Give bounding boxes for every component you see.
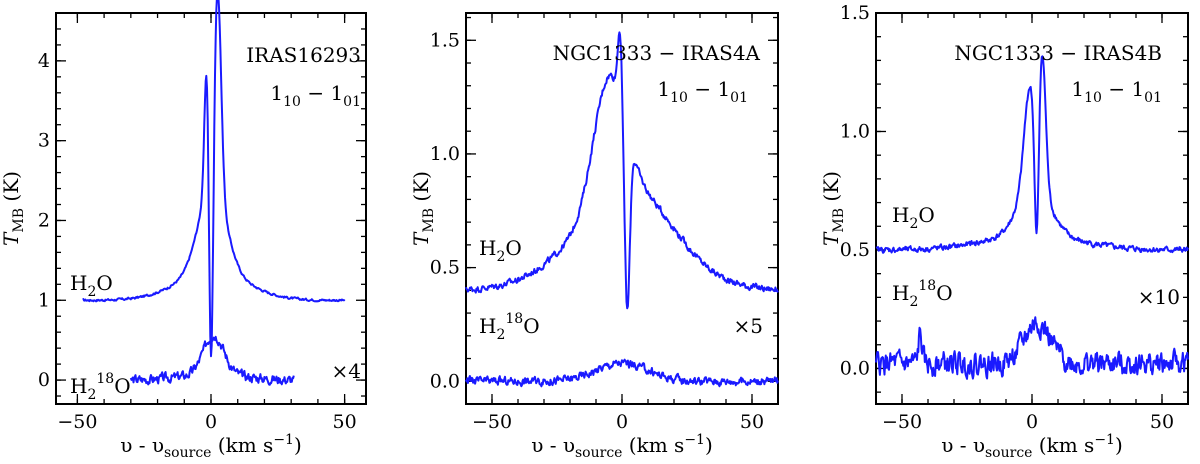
spectrum-line-h2o [465,31,779,310]
y-tick-label: 1.0 [840,120,870,142]
x-tick-label: 50 [333,411,357,433]
scale-factor-label: ×4 [332,359,361,383]
transition-label: 110 − 101 [270,81,361,110]
x-tick-label: 0 [205,411,217,433]
y-tick-label: 0.5 [840,239,870,261]
series-label-h2o: H2O [892,203,935,232]
spectrum-line-h218o [129,335,295,386]
y-tick-label: 1 [38,289,50,311]
x-tick-label: 50 [1150,411,1174,433]
y-tick-label: 4 [38,50,50,72]
spectrum-line-h218o [465,358,779,388]
y-axis-label: TMB (K) [409,171,437,246]
transition-label: 110 − 101 [657,77,748,106]
spectrum-line-h2o [82,0,346,358]
series-label-h218o: H218O [479,311,540,343]
chart-title: NGC1333 − IRAS4B [954,41,1162,65]
chart-title: NGC1333 − IRAS4A [553,41,761,65]
chart-panel-3: 0.0 0.5 1.0 1.5 −50 0 50 υ - υsource (km s−1) TM… [819,2,1189,461]
y-tick-label: 0 [38,369,50,391]
series-label-h2o: H2O [479,236,522,265]
x-axis-label: υ - υsource (km s−1) [120,432,302,461]
y-axis-label: TMB (K) [819,171,847,246]
series-label-h218o: H218O [70,371,131,403]
y-tick-label: 1.0 [430,143,460,165]
series-label-h218o: H218O [892,278,953,310]
y-axis-label: TMB (K) [0,171,27,246]
y-tick-label: 0.0 [430,370,460,392]
x-tick-label: 50 [740,411,764,433]
series-label-h2o: H2O [70,271,113,300]
y-tick-label: 1.5 [840,2,870,24]
x-tick-label: 0 [616,411,628,433]
spectrum-line-h218o [875,316,1189,380]
chart-panel-1: 0 1 2 3 4 −50 0 50 υ - υsource (km s−1) TMB (K) IR… [0,0,367,461]
scale-factor-label: ×5 [734,314,763,338]
y-tick-label: 0.5 [430,257,460,279]
x-tick-label: 0 [1026,411,1038,433]
y-tick-label: 0.0 [840,357,870,379]
y-tick-label: 2 [38,209,50,231]
x-axis-label: υ - υsource (km s−1) [941,432,1123,461]
y-tick-label: 1.5 [430,29,460,51]
x-tick-label: −50 [882,411,922,433]
chart-title: IRAS16293 [246,43,361,67]
x-tick-label: −50 [472,411,512,433]
chart-panel-2: 0.0 0.5 1.0 1.5 −50 0 50 υ - υsource (km s−1) TM… [409,12,779,461]
x-tick-label: −50 [57,411,97,433]
transition-label: 110 − 101 [1071,77,1162,106]
x-axis-label: υ - υsource (km s−1) [531,432,713,461]
y-tick-label: 3 [38,130,50,152]
spectrum-line-h2o [875,55,1189,254]
scale-factor-label: ×10 [1138,285,1180,309]
